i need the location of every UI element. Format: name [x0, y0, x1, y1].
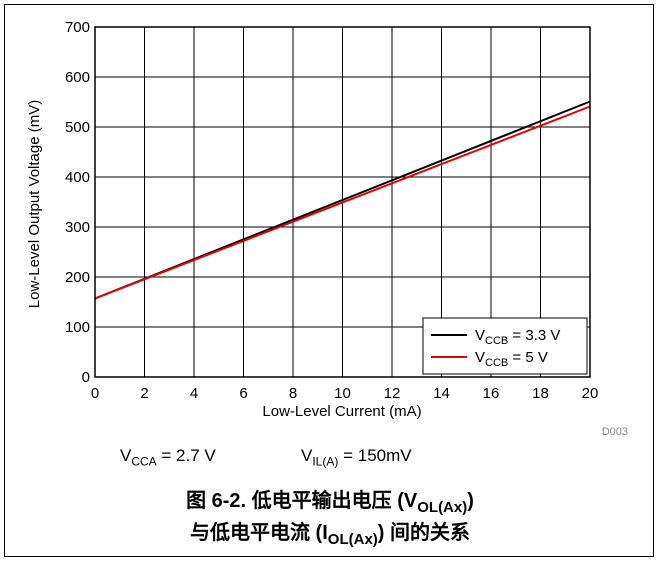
x-tick-label: 18	[532, 385, 549, 402]
x-tick-label: 12	[384, 385, 401, 402]
y-tick-label: 0	[82, 369, 90, 386]
vil-condition: VIL(A) = 150mV	[301, 446, 412, 469]
x-tick-label: 4	[190, 385, 198, 402]
y-tick-label: 100	[65, 319, 90, 336]
x-tick-label: 2	[140, 385, 148, 402]
x-axis-label: Low-Level Current (mA)	[262, 403, 421, 420]
y-tick-label: 700	[65, 19, 90, 36]
x-tick-label: 8	[289, 385, 297, 402]
y-tick-label: 600	[65, 69, 90, 86]
legend-label-1: VCCB = 3.3 V	[475, 327, 560, 347]
series-line-2	[94, 105, 591, 300]
y-axis-label: Low-Level Output Voltage (mV)	[26, 100, 43, 308]
figure-caption-line-1: 图 6-2. 低电平输出电压 (VOL(Ax))	[186, 490, 474, 516]
y-tick-label: 200	[65, 269, 90, 286]
x-tick-label: 6	[239, 385, 247, 402]
x-tick-labels: 0 2 4 6 8 10 12 14 16 18 20	[91, 385, 599, 402]
plot-border	[94, 26, 591, 378]
x-tick-label: 16	[483, 385, 500, 402]
figure-id: D003	[602, 426, 628, 438]
figure-frame	[4, 4, 654, 557]
figure-caption-line-2: 与低电平电流 (IOL(Ax)) 间的关系	[190, 522, 470, 548]
legend-label-2: VCCB = 5 V	[475, 349, 548, 369]
x-tick-label: 10	[334, 385, 351, 402]
x-tick-label: 14	[433, 385, 450, 402]
y-tick-label: 500	[65, 119, 90, 136]
chart-series	[94, 100, 591, 300]
y-tick-labels: 0 100 200 300 400 500 600 700	[65, 19, 90, 386]
y-tick-label: 400	[65, 169, 90, 186]
x-tick-label: 20	[582, 385, 599, 402]
vcca-condition: VCCA = 2.7 V	[120, 446, 216, 469]
line-chart: 0 2 4 6 8 10 12 14 16 18 20 0 100 200 300 400 500 600 700…	[26, 19, 628, 438]
legend-box	[422, 317, 588, 375]
x-tick-label: 0	[91, 385, 99, 402]
y-tick-label: 300	[65, 219, 90, 236]
